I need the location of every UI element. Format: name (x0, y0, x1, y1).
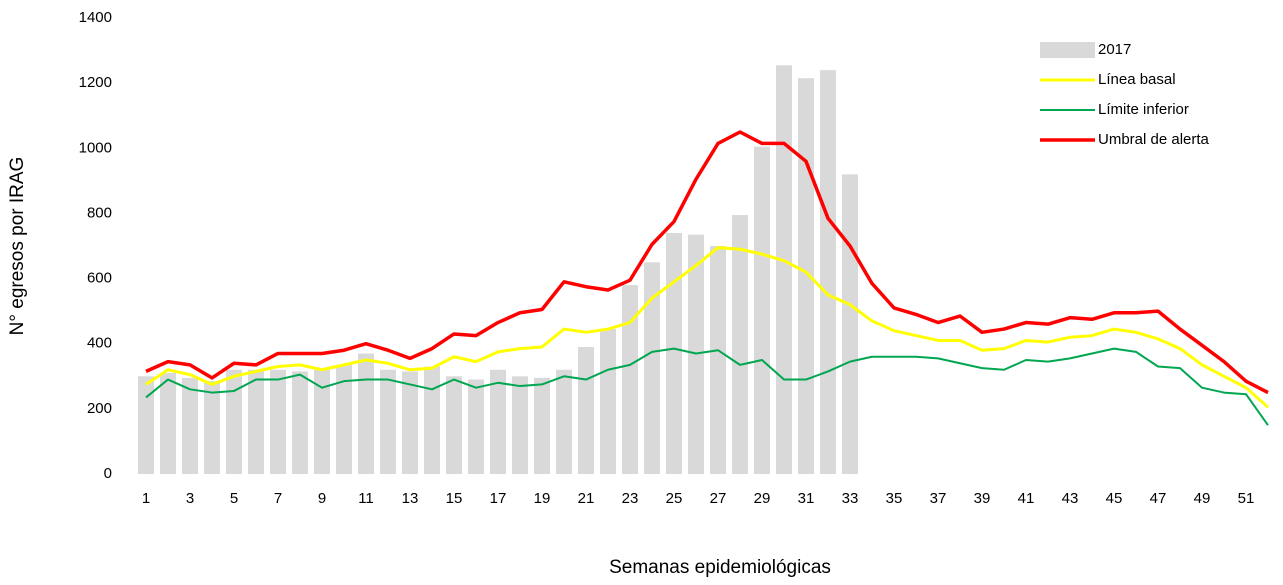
legend-label: 2017 (1098, 41, 1131, 58)
y-axis-title: N° egresos por IRAG (7, 157, 28, 336)
legend-label: Línea basal (1098, 71, 1176, 88)
x-tick-label: 45 (1106, 490, 1123, 507)
line (145, 246, 1269, 409)
line (145, 130, 1269, 395)
bar (754, 146, 770, 474)
bar (512, 376, 528, 474)
y-tick-label: 0 (104, 465, 112, 482)
bar (710, 246, 726, 474)
bar (644, 262, 660, 474)
bar (468, 379, 484, 474)
x-tick-label: 19 (534, 490, 551, 507)
x-tick-label: 29 (754, 490, 771, 507)
x-tick-label: 27 (710, 490, 727, 507)
x-tick-label: 11 (358, 490, 374, 507)
bar (380, 369, 396, 474)
bar (358, 353, 374, 474)
x-tick-label: 39 (974, 490, 991, 507)
bar (138, 376, 154, 474)
x-tick-label: 43 (1062, 490, 1079, 507)
x-tick-label: 33 (842, 490, 859, 507)
bar (798, 78, 814, 474)
bar (402, 371, 418, 474)
bar (820, 70, 836, 474)
line (145, 347, 1269, 426)
y-tick-label: 1000 (79, 139, 112, 156)
bar (490, 369, 506, 474)
bar (182, 377, 198, 474)
x-tick-label: 5 (230, 490, 238, 507)
x-tick-label: 37 (930, 490, 947, 507)
bar (248, 369, 264, 474)
bar (160, 373, 176, 474)
bar (336, 364, 352, 474)
x-tick-label: 23 (622, 490, 639, 507)
x-tick-label: 51 (1238, 490, 1255, 507)
x-tick-label: 25 (666, 490, 683, 507)
bar (534, 377, 550, 474)
bar (578, 346, 594, 474)
x-tick-label: 1 (142, 490, 150, 507)
bar (270, 369, 286, 474)
x-axis-title: Semanas epidemiológicas (609, 557, 831, 578)
x-tick-label: 13 (402, 490, 419, 507)
x-tick-label: 41 (1018, 490, 1035, 507)
x-tick-label: 21 (578, 490, 595, 507)
x-tick-label: 47 (1150, 490, 1167, 507)
bar (666, 232, 682, 474)
bar (226, 369, 242, 474)
bar (776, 65, 792, 474)
bar (446, 376, 462, 474)
y-tick-label: 600 (87, 270, 112, 287)
x-tick-label: 31 (798, 490, 815, 507)
bar (600, 329, 616, 474)
bar (556, 369, 572, 474)
x-tick-label: 17 (490, 490, 507, 507)
x-tick-label: 9 (318, 490, 326, 507)
bar (204, 381, 220, 474)
y-tick-label: 1200 (79, 74, 112, 91)
bar (292, 371, 308, 474)
legend-swatch (1040, 42, 1095, 58)
x-tick-label: 3 (186, 490, 194, 507)
bar (842, 174, 858, 475)
x-tick-label: 7 (274, 490, 282, 507)
legend-label: Umbral de alerta (1098, 131, 1210, 148)
bar (732, 215, 748, 475)
x-tick-label: 15 (446, 490, 463, 507)
bar (622, 285, 638, 474)
bar (314, 369, 330, 474)
y-tick-label: 1400 (79, 9, 112, 26)
y-tick-label: 200 (87, 400, 112, 417)
y-tick-label: 400 (87, 335, 112, 352)
bar (424, 366, 440, 474)
legend-label: Límite inferior (1098, 101, 1189, 118)
y-tick-label: 800 (87, 204, 112, 221)
x-tick-label: 49 (1194, 490, 1211, 507)
x-tick-label: 35 (886, 490, 903, 507)
